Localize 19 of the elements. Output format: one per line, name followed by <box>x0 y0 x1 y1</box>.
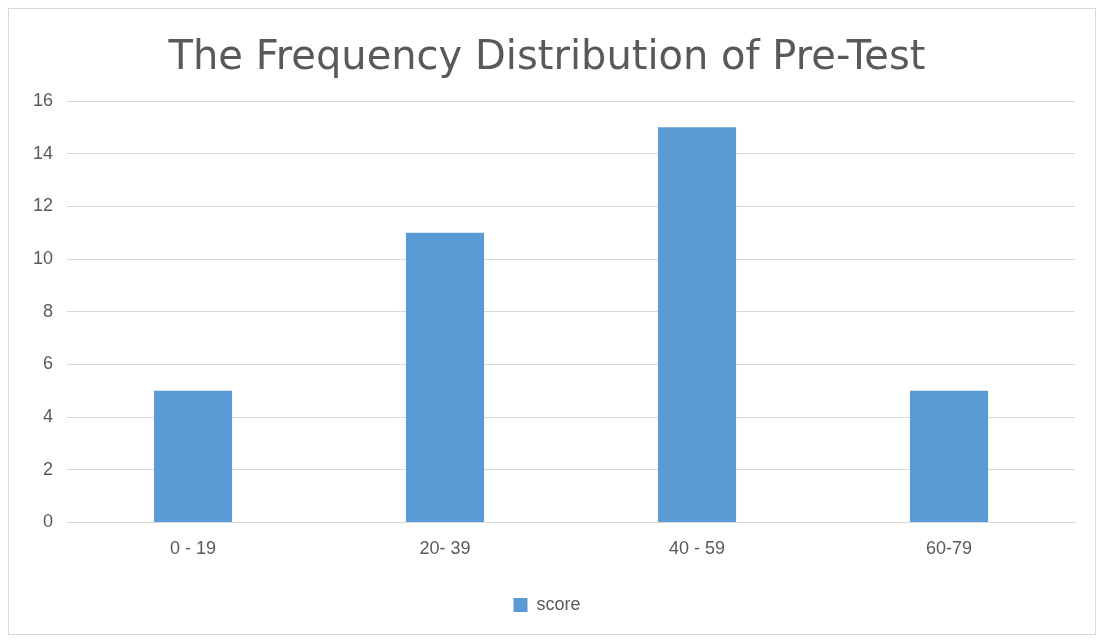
bar <box>153 390 233 522</box>
x-tick-label: 60-79 <box>925 538 973 559</box>
y-tick-label: 4 <box>43 406 54 427</box>
bar <box>657 127 737 522</box>
bar <box>909 390 989 522</box>
y-tick-label: 8 <box>43 300 54 321</box>
x-tick-label: 20- 39 <box>419 538 471 559</box>
y-tick-label: 12 <box>32 195 54 216</box>
y-tick-label: 0 <box>43 511 54 532</box>
x-tick-label: 40 - 59 <box>668 538 726 559</box>
y-tick-label: 16 <box>32 89 54 110</box>
bar <box>405 232 485 522</box>
y-tick-label: 14 <box>32 142 54 163</box>
y-tick-label: 2 <box>43 458 54 479</box>
x-tick-label: 0 - 19 <box>170 538 217 559</box>
y-tick-label: 10 <box>32 247 54 268</box>
chart-title: The Frequency Distribution of Pre-Test <box>167 32 926 79</box>
legend-label: score <box>536 593 581 614</box>
y-tick-label: 6 <box>43 353 54 374</box>
